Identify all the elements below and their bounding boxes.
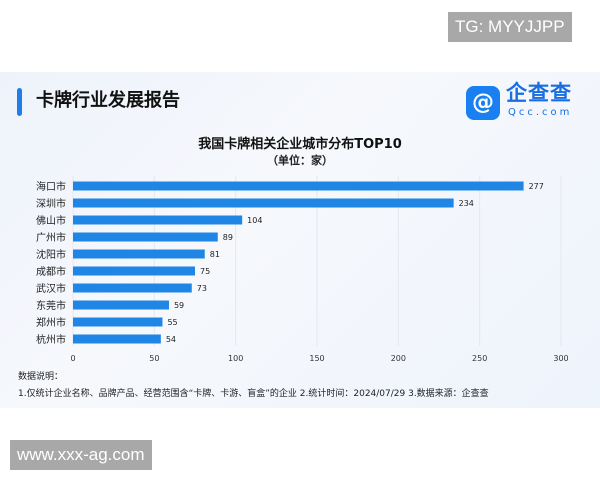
category-label: 沈阳市 [36,248,66,261]
notes-body: 1.仅统计企业名称、品牌产品、经营范围含“卡牌、卡游、盲盒”的企业 2.统计时间… [18,389,489,399]
bar [73,181,524,191]
watermark-bottom: www.xxx-ag.com [10,440,152,470]
category-label: 深圳市 [36,197,66,210]
category-label: 广州市 [36,231,66,244]
x-tick-label: 200 [391,354,406,363]
x-tick-label: 100 [228,354,243,363]
bar [73,249,205,259]
category-label: 海口市 [36,180,66,193]
data-label: 73 [197,284,207,293]
bar [73,215,243,225]
category-label: 郑州市 [36,316,66,329]
report-title: 卡牌行业发展报告 [36,90,180,111]
bar [73,283,192,293]
data-label: 75 [200,267,210,276]
data-label: 54 [166,335,176,344]
bar [73,266,195,276]
category-label: 成都市 [36,265,66,278]
x-tick-label: 50 [149,354,159,363]
data-label: 81 [210,250,220,259]
data-label: 104 [247,216,262,225]
watermark-top: TG: MYYJJPP [448,12,572,42]
category-label: 东莞市 [36,299,66,312]
bar [73,300,169,310]
x-tick-label: 250 [472,354,487,363]
data-label: 89 [223,233,233,242]
chart-title: 我国卡牌相关企业城市分布TOP10 [198,137,402,152]
data-label: 234 [459,199,474,208]
chart-subtitle: （单位：家） [267,154,333,167]
qcc-logo-icon: @ [466,86,500,120]
x-tick-label: 300 [553,354,568,363]
x-tick-label: 150 [309,354,324,363]
bar [73,334,161,344]
bar [73,232,218,242]
data-label: 277 [529,182,544,191]
bar [73,198,454,208]
notes-title: 数据说明： [18,372,64,382]
x-tick-label: 0 [70,354,75,363]
category-label: 武汉市 [36,282,66,295]
title-accent-bar [17,88,22,116]
bar [73,317,163,327]
category-label: 佛山市 [36,214,66,227]
logo-name: 企查查 [506,81,572,105]
logo-url: Qcc.com [508,107,573,118]
data-label: 55 [167,318,177,327]
category-label: 杭州市 [36,333,66,346]
data-label: 59 [174,301,184,310]
